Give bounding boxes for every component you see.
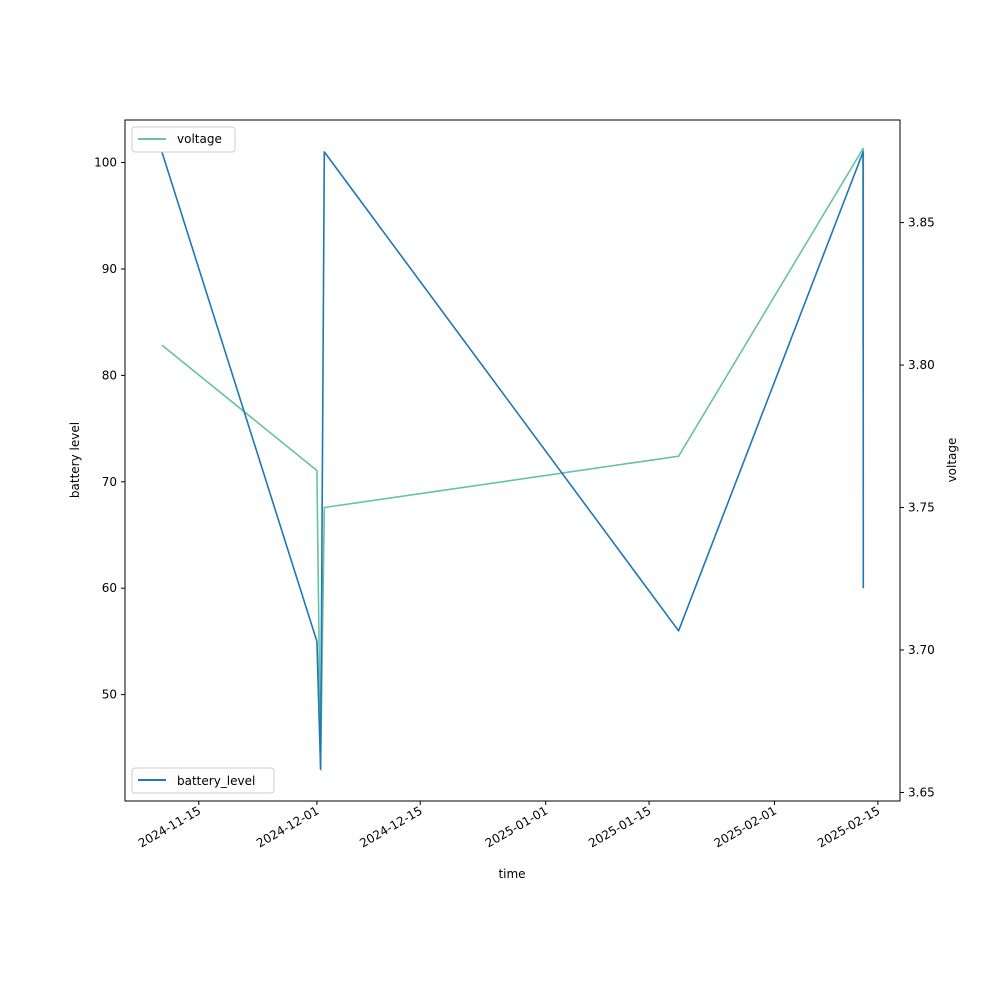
y-right-tick-label: 3.70: [908, 643, 935, 657]
y-left-tick-label: 60: [102, 581, 117, 595]
y-left-tick-label: 100: [94, 156, 117, 170]
y-left-tick-label: 70: [102, 475, 117, 489]
y-right-tick-label: 3.85: [908, 216, 935, 230]
x-axis-label: time: [498, 867, 525, 881]
legend-voltage: voltage: [131, 126, 236, 153]
plot-frame: [124, 119, 901, 802]
y-left-tick-label: 90: [102, 262, 117, 276]
legend-battery-level: battery_level: [131, 767, 275, 794]
y-axis-right-label: voltage: [945, 438, 959, 483]
legend-voltage-frame: [131, 126, 236, 153]
y-right-tick-label: 3.75: [908, 501, 935, 515]
series-layer: [161, 147, 865, 771]
y-right-tick-label: 3.65: [908, 785, 935, 799]
y-axis-left-label: battery level: [68, 422, 82, 498]
y-axis-right: 3.65 3.70 3.75 3.80 3.85: [900, 216, 935, 799]
y-axis-left: 50 60 70 80 90 100: [94, 156, 125, 702]
legend-battery-level-frame: [131, 767, 275, 794]
y-right-tick-label: 3.80: [908, 358, 935, 372]
y-left-tick-label: 80: [102, 368, 117, 382]
legend-voltage-label: voltage: [177, 132, 222, 146]
y-left-tick-label: 50: [102, 688, 117, 702]
series-line-battery-level: [161, 151, 865, 770]
legend-battery-level-label: battery_level: [177, 774, 255, 788]
